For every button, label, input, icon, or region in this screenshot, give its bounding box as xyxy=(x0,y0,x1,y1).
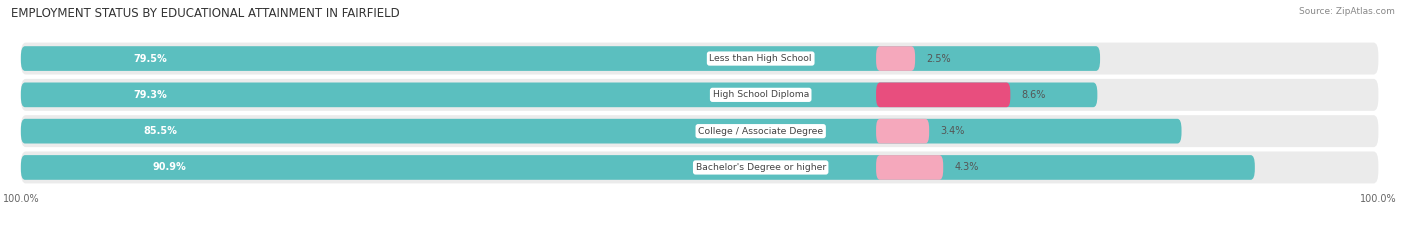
FancyBboxPatch shape xyxy=(21,151,1378,183)
FancyBboxPatch shape xyxy=(876,155,943,180)
Text: High School Diploma: High School Diploma xyxy=(713,90,808,99)
FancyBboxPatch shape xyxy=(876,119,929,144)
FancyBboxPatch shape xyxy=(21,46,1099,71)
Text: Less than High School: Less than High School xyxy=(710,54,811,63)
Text: Source: ZipAtlas.com: Source: ZipAtlas.com xyxy=(1299,7,1395,16)
Text: EMPLOYMENT STATUS BY EDUCATIONAL ATTAINMENT IN FAIRFIELD: EMPLOYMENT STATUS BY EDUCATIONAL ATTAINM… xyxy=(11,7,399,20)
Text: 79.3%: 79.3% xyxy=(134,90,167,100)
FancyBboxPatch shape xyxy=(876,82,1011,107)
FancyBboxPatch shape xyxy=(21,79,1378,111)
Text: 90.9%: 90.9% xyxy=(152,162,186,172)
FancyBboxPatch shape xyxy=(21,82,1097,107)
Text: Bachelor's Degree or higher: Bachelor's Degree or higher xyxy=(696,163,825,172)
Text: 2.5%: 2.5% xyxy=(927,54,950,64)
Text: College / Associate Degree: College / Associate Degree xyxy=(699,127,824,136)
Text: 85.5%: 85.5% xyxy=(143,126,177,136)
Text: 8.6%: 8.6% xyxy=(1021,90,1046,100)
Text: 3.4%: 3.4% xyxy=(941,126,965,136)
FancyBboxPatch shape xyxy=(21,155,1254,180)
Text: 4.3%: 4.3% xyxy=(955,162,979,172)
FancyBboxPatch shape xyxy=(21,43,1378,75)
Text: 79.5%: 79.5% xyxy=(134,54,167,64)
FancyBboxPatch shape xyxy=(876,46,915,71)
FancyBboxPatch shape xyxy=(21,115,1378,147)
FancyBboxPatch shape xyxy=(21,119,1181,144)
